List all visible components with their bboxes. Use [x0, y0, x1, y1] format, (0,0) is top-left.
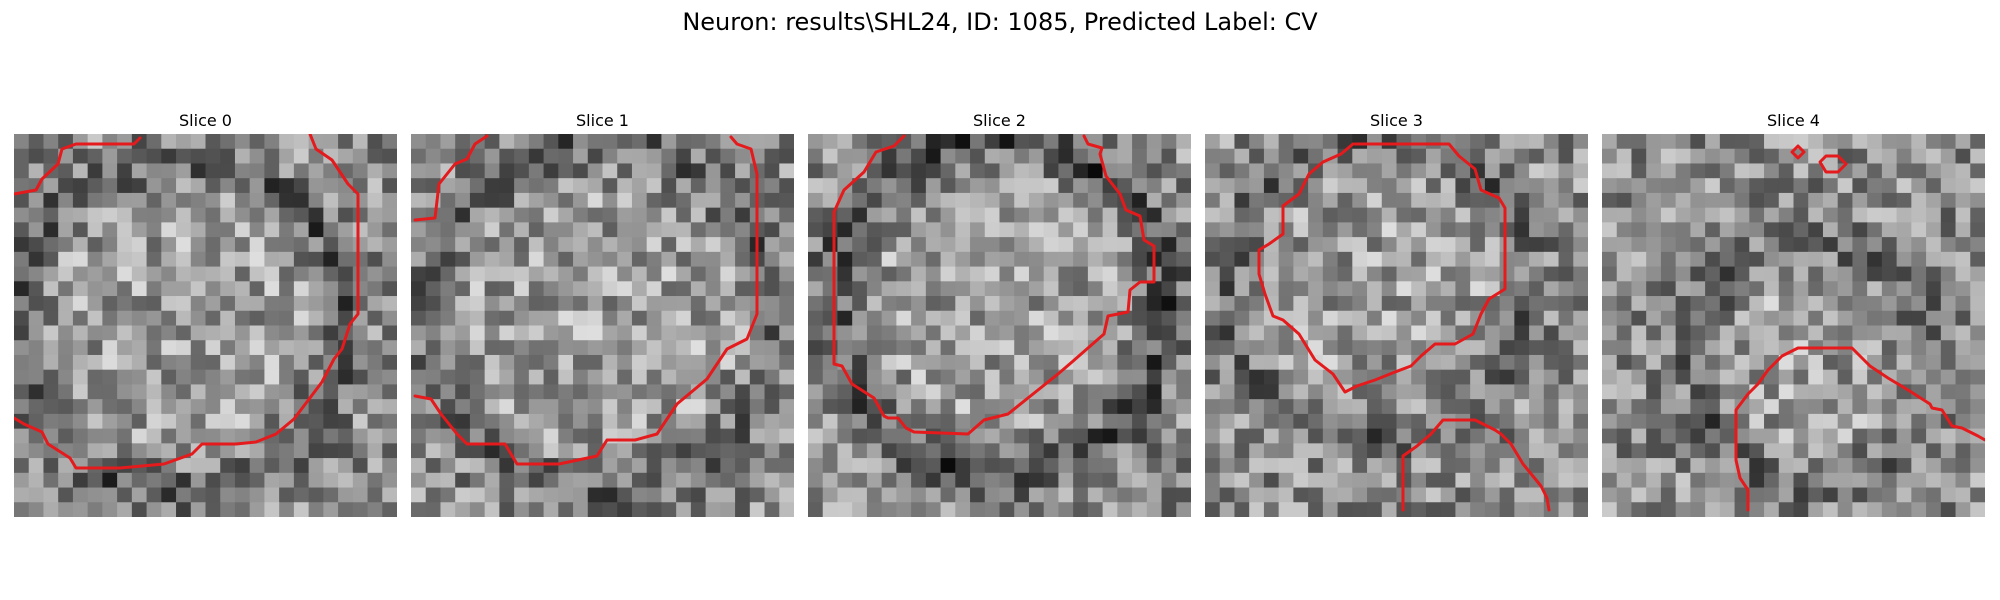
slice-panel-3: Slice 3 [1205, 108, 1588, 517]
contour-line [14, 136, 142, 196]
contour-line [14, 134, 360, 470]
slice-title: Slice 4 [1767, 111, 1820, 130]
slice-image [14, 134, 397, 517]
slice-title: Slice 3 [1370, 111, 1423, 130]
contour-line [832, 134, 1156, 436]
contour-line [1401, 418, 1551, 512]
slice-title: Slice 2 [973, 111, 1026, 130]
contour-blob [1790, 144, 1806, 160]
slice-panel-1: Slice 1 [411, 108, 794, 517]
slice-panel-4: Slice 4 [1602, 108, 1985, 517]
contour-line [413, 135, 759, 466]
slice-panel-2: Slice 2 [808, 108, 1191, 517]
contour-line [1734, 346, 1985, 512]
slice-title: Slice 0 [179, 111, 232, 130]
slice-image [1205, 134, 1588, 517]
slice-title: Slice 1 [576, 111, 629, 130]
contour-line [413, 134, 489, 222]
contour-blob [1818, 154, 1848, 174]
slice-image [808, 134, 1191, 517]
slice-image [411, 134, 794, 517]
slice-image [1602, 134, 1985, 517]
figure-title: Neuron: results\SHL24, ID: 1085, Predict… [682, 8, 1318, 36]
slice-panel-0: Slice 0 [14, 108, 397, 517]
contour-line [1257, 142, 1507, 394]
